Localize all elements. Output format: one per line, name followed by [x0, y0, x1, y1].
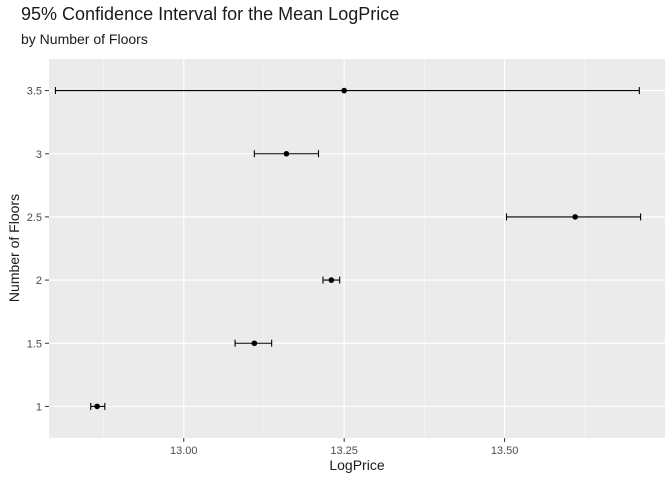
mean-point [341, 87, 347, 94]
data-marks [54, 87, 642, 410]
x-tick-label: 13.00 [170, 445, 198, 457]
y-tick-label: 1.5 [27, 338, 42, 350]
x-tick-label: 13.25 [330, 445, 358, 457]
y-axis: 1 1.5 2 2.5 3 3.5 [27, 86, 49, 413]
mean-point [94, 403, 100, 410]
x-tick-label: 13.50 [491, 445, 519, 457]
mean-point [572, 214, 578, 220]
minor-gridlines [103, 59, 586, 438]
plot-panel [49, 59, 665, 438]
x-axis: 13.00 13.25 13.50 [170, 438, 518, 457]
chart-title: 95% Confidence Interval for the Mean Log… [21, 4, 400, 24]
y-tick-label: 2.5 [27, 212, 42, 224]
y-axis-label: Number of Floors [6, 194, 22, 302]
mean-point [251, 340, 258, 347]
y-tick-label: 3.5 [27, 86, 42, 98]
x-axis-label: LogPrice [329, 457, 384, 473]
y-tick-label: 1 [36, 401, 42, 413]
chart-subtitle: by Number of Floors [21, 31, 148, 47]
y-tick-label: 3 [36, 149, 42, 161]
mean-point [283, 150, 290, 157]
y-tick-label: 2 [36, 275, 42, 287]
mean-point [328, 277, 335, 283]
major-gridlines [49, 59, 665, 438]
